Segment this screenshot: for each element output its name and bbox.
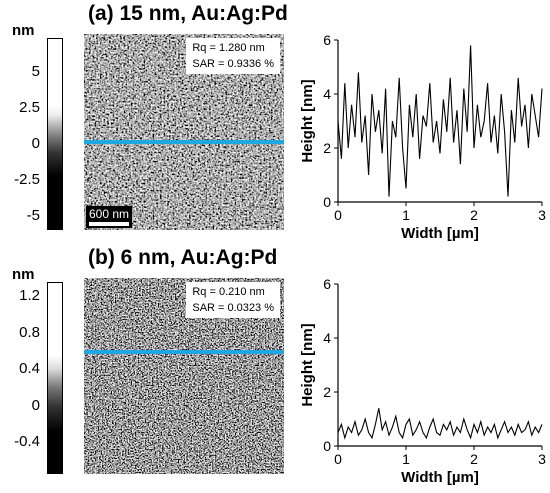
y-axis-label: Height [nm]	[299, 79, 316, 162]
rq-value: Rq = 0.210 nm	[192, 286, 265, 298]
profile-line	[84, 140, 284, 144]
x-axis-label: Width [µm]	[401, 225, 479, 242]
y-tick-label: 0	[323, 438, 331, 454]
x-tick-label: 2	[470, 451, 478, 467]
x-tick-label: 2	[470, 207, 478, 223]
colorbar-tick: -2.5	[14, 171, 40, 188]
colorbar-tick: -0.4	[14, 433, 40, 450]
y-tick-label: 2	[323, 140, 331, 156]
x-axis-label: Width [µm]	[401, 469, 479, 486]
height-profile-svg: 0 2 4 6 0 1 2 3 Width [µm] Height [nm]	[299, 276, 546, 486]
x-tick-label: 1	[402, 207, 410, 223]
roughness-stats: Rq = 0.210 nm SAR = 0.0323 %	[186, 282, 280, 318]
x-tick-label: 1	[402, 451, 410, 467]
roughness-stats: Rq = 1.280 nm SAR = 0.9336 %	[186, 38, 280, 74]
height-profile-chart-b: 0 2 4 6 0 1 2 3 Width [µm] Height [nm]	[296, 276, 550, 488]
panel-title: (b) 6 nm, Au:Ag:Pd	[88, 246, 278, 269]
y-axis-label: Height [nm]	[299, 323, 316, 406]
height-profile-svg: 0 2 4 6 0 1 2 3 Width [µm] Height [nm]	[299, 32, 546, 242]
panel-a: (a) 15 nm, Au:Ag:Pd nm 5 2.5 0 -2.5 -5	[0, 0, 550, 244]
colorbar-tick: -5	[26, 207, 40, 224]
colorbar-tick: 0	[31, 135, 40, 152]
colorbar-tick: 0	[31, 397, 40, 414]
y-tick-label: 2	[323, 384, 331, 400]
x-tick-label: 3	[538, 451, 546, 467]
scale-bar: 600 nm	[86, 206, 133, 228]
x-tick-label: 0	[334, 207, 342, 223]
y-tick-label: 0	[323, 194, 331, 210]
colorbar-unit: nm	[12, 22, 35, 39]
y-tick-label: 4	[323, 330, 331, 346]
colorbar-tick: 0.8	[19, 324, 40, 341]
colorbar	[47, 38, 63, 230]
x-tick-label: 3	[538, 207, 546, 223]
sar-value: SAR = 0.9336 %	[192, 58, 274, 70]
height-profile-chart-a: 0 2 4 6 0 1 2 3 Width [µm] Height [nm]	[296, 32, 550, 244]
x-tick-label: 0	[334, 451, 342, 467]
panel-b: (b) 6 nm, Au:Ag:Pd nm 1.2 0.8 0.4 0 -0.4	[0, 244, 550, 488]
colorbar-tick: 5	[31, 63, 40, 80]
sar-value: SAR = 0.0323 %	[192, 302, 274, 314]
y-tick-label: 6	[323, 34, 331, 48]
rq-value: Rq = 1.280 nm	[192, 42, 265, 54]
height-profile-line	[337, 408, 543, 440]
panel-title: (a) 15 nm, Au:Ag:Pd	[88, 2, 288, 25]
y-tick-label: 4	[323, 86, 331, 102]
colorbar-tick: 0.4	[19, 360, 40, 377]
colorbar-tick: 1.2	[19, 287, 40, 304]
y-tick-label: 6	[323, 278, 331, 292]
colorbar-unit: nm	[12, 266, 35, 283]
scale-bar-line	[89, 222, 129, 226]
afm-image: Rq = 0.210 nm SAR = 0.0323 %	[84, 278, 284, 474]
profile-line	[84, 350, 284, 354]
colorbar-tick: 2.5	[19, 99, 40, 116]
afm-image: Rq = 1.280 nm SAR = 0.9336 % 600 nm	[84, 34, 284, 230]
height-profile-line	[337, 45, 543, 197]
scale-bar-label: 600 nm	[89, 207, 130, 221]
colorbar	[47, 282, 63, 474]
